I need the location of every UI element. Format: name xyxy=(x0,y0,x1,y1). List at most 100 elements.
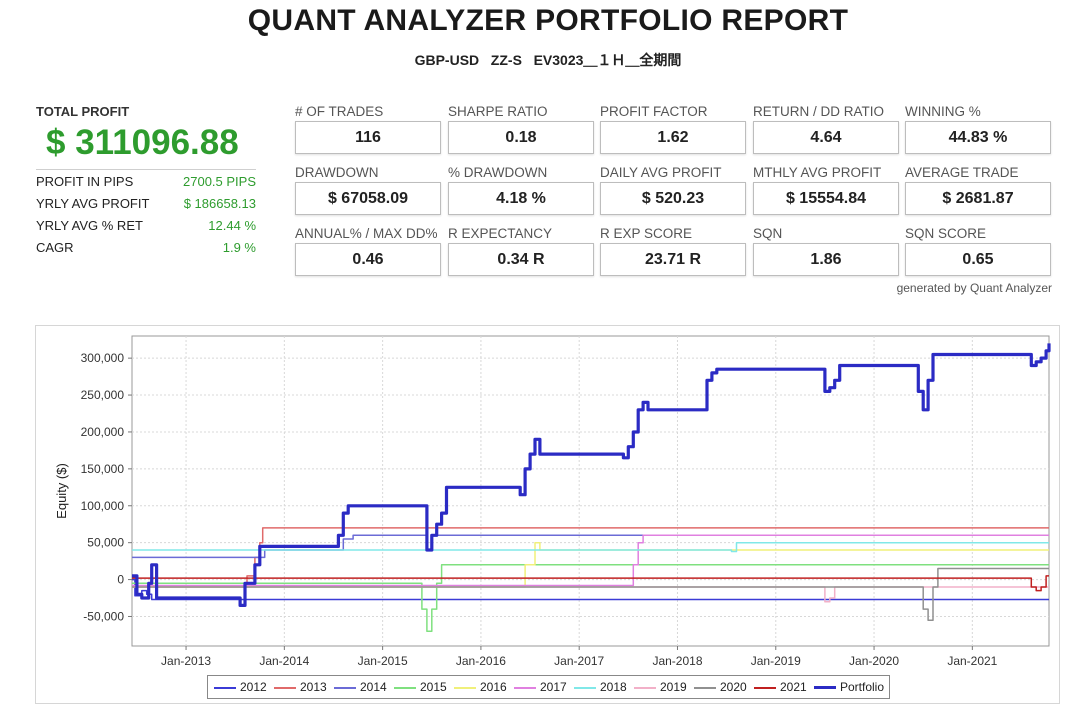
stat-value: $ 67058.09 xyxy=(295,182,441,215)
summary-row-value: 2700.5 PIPS xyxy=(183,174,256,189)
x-tick-label: Jan-2020 xyxy=(849,654,899,668)
legend-item: 2018 xyxy=(574,680,627,694)
legend-swatch xyxy=(394,686,416,689)
x-tick-label: Jan-2018 xyxy=(652,654,702,668)
summary-row-label: YRLY AVG PROFIT xyxy=(36,196,150,211)
legend-label: 2014 xyxy=(360,680,387,694)
stat-label: ANNUAL% / MAX DD% xyxy=(295,226,438,241)
legend-item: 2017 xyxy=(514,680,567,694)
legend-item: Portfolio xyxy=(814,680,884,694)
stat-label: DRAWDOWN xyxy=(295,165,379,180)
legend-swatch xyxy=(574,686,596,689)
legend-item: 2020 xyxy=(694,680,747,694)
summary-row-value: $ 186658.13 xyxy=(183,196,256,211)
legend-swatch xyxy=(454,686,476,689)
stat-label: # OF TRADES xyxy=(295,104,384,119)
stat-card: % DRAWDOWN 4.18 % xyxy=(448,165,594,215)
series-line-portfolio xyxy=(132,343,1051,607)
y-tick-label: 150,000 xyxy=(81,462,125,476)
stat-label: % DRAWDOWN xyxy=(448,165,548,180)
series-line-2017 xyxy=(132,534,1049,587)
summary-row: YRLY AVG % RET 12.44 % xyxy=(36,218,256,238)
series-line-2018 xyxy=(132,541,1049,553)
stat-card: SQN 1.86 xyxy=(753,226,899,276)
stat-label: AVERAGE TRADE xyxy=(905,165,1019,180)
summary-row: PROFIT IN PIPS 2700.5 PIPS xyxy=(36,174,256,194)
stat-value: $ 520.23 xyxy=(600,182,746,215)
stat-label: RETURN / DD RATIO xyxy=(753,104,884,119)
x-tick-label: Jan-2014 xyxy=(259,654,309,668)
legend-swatch xyxy=(334,686,356,689)
report-title: QUANT ANALYZER PORTFOLIO REPORT xyxy=(247,4,849,37)
stat-label: WINNING % xyxy=(905,104,981,119)
stat-card: DRAWDOWN $ 67058.09 xyxy=(295,165,441,215)
y-tick-label: 0 xyxy=(117,573,124,587)
stat-card: RETURN / DD RATIO 4.64 xyxy=(753,104,899,154)
stat-card: WINNING % 44.83 % xyxy=(905,104,1051,154)
legend-label: 2017 xyxy=(540,680,567,694)
legend-label: 2013 xyxy=(300,680,327,694)
stat-value: 4.18 % xyxy=(448,182,594,215)
stat-value: $ 15554.84 xyxy=(753,182,899,215)
summary-row: YRLY AVG PROFIT $ 186658.13 xyxy=(36,196,256,216)
y-tick-label: 300,000 xyxy=(81,351,125,365)
legend-swatch xyxy=(634,686,656,689)
divider xyxy=(36,169,256,170)
y-tick-label: 250,000 xyxy=(81,388,125,402)
generated-note: generated by Quant Analyzer xyxy=(896,281,1052,295)
summary-row: CAGR 1.9 % xyxy=(36,240,256,260)
x-tick-label: Jan-2021 xyxy=(947,654,997,668)
legend-swatch xyxy=(274,686,296,689)
legend-swatch xyxy=(814,686,836,690)
legend-label: 2018 xyxy=(600,680,627,694)
stat-card: PROFIT FACTOR 1.62 xyxy=(600,104,746,154)
summary-rows: PROFIT IN PIPS 2700.5 PIPS YRLY AVG PROFIT… xyxy=(36,174,256,260)
stat-card: R EXPECTANCY 0.34 R xyxy=(448,226,594,276)
stat-card: # OF TRADES 116 xyxy=(295,104,441,154)
stat-card: ANNUAL% / MAX DD% 0.46 xyxy=(295,226,441,276)
y-tick-label: 50,000 xyxy=(87,536,124,550)
x-tick-label: Jan-2013 xyxy=(161,654,211,668)
stat-value: 1.62 xyxy=(600,121,746,154)
legend-label: 2015 xyxy=(420,680,447,694)
chart-legend: 2012 2013 2014 2015 2016 2017 2018 2019 2020 2021… xyxy=(207,675,890,699)
stat-label: SQN xyxy=(753,226,783,241)
x-tick-label: Jan-2017 xyxy=(554,654,604,668)
stat-value: 0.34 R xyxy=(448,243,594,276)
stat-card: MTHLY AVG PROFIT $ 15554.84 xyxy=(753,165,899,215)
summary-row-value: 1.9 % xyxy=(222,240,256,255)
stat-label: SHARPE RATIO xyxy=(448,104,548,119)
y-axis-label: Equity ($) xyxy=(54,463,69,519)
stat-label: MTHLY AVG PROFIT xyxy=(753,165,882,180)
stat-value: 0.46 xyxy=(295,243,441,276)
stat-value: 1.86 xyxy=(753,243,899,276)
legend-item: 2013 xyxy=(274,680,327,694)
stat-value: 116 xyxy=(295,121,441,154)
series-line-2015 xyxy=(132,564,1049,632)
legend-label: 2019 xyxy=(660,680,687,694)
x-tick-label: Jan-2015 xyxy=(358,654,408,668)
stat-label: SQN SCORE xyxy=(905,226,987,241)
legend-item: 2021 xyxy=(754,680,807,694)
legend-item: 2019 xyxy=(634,680,687,694)
total-profit-value: $ 311096.88 xyxy=(46,123,239,162)
summary-row-value: 12.44 % xyxy=(208,218,256,233)
stat-label: R EXPECTANCY xyxy=(448,226,553,241)
stat-card: SQN SCORE 0.65 xyxy=(905,226,1051,276)
stat-value: $ 2681.87 xyxy=(905,182,1051,215)
legend-swatch xyxy=(514,686,536,689)
y-tick-label: -50,000 xyxy=(83,609,124,623)
report-subtitle: GBP-USD ZZ-S EV3023＿１Ｈ＿全期間 xyxy=(414,52,682,68)
legend-swatch xyxy=(754,686,776,689)
plot-area xyxy=(131,335,1050,647)
legend-label: 2012 xyxy=(240,680,267,694)
legend-swatch xyxy=(214,686,236,689)
stat-card: SHARPE RATIO 0.18 xyxy=(448,104,594,154)
summary-row-label: PROFIT IN PIPS xyxy=(36,174,134,189)
total-profit-label: TOTAL PROFIT xyxy=(36,104,130,119)
stat-card: AVERAGE TRADE $ 2681.87 xyxy=(905,165,1051,215)
series-line-2020 xyxy=(132,567,1049,621)
y-tick-label: 100,000 xyxy=(81,499,125,513)
stat-label: DAILY AVG PROFIT xyxy=(600,165,722,180)
